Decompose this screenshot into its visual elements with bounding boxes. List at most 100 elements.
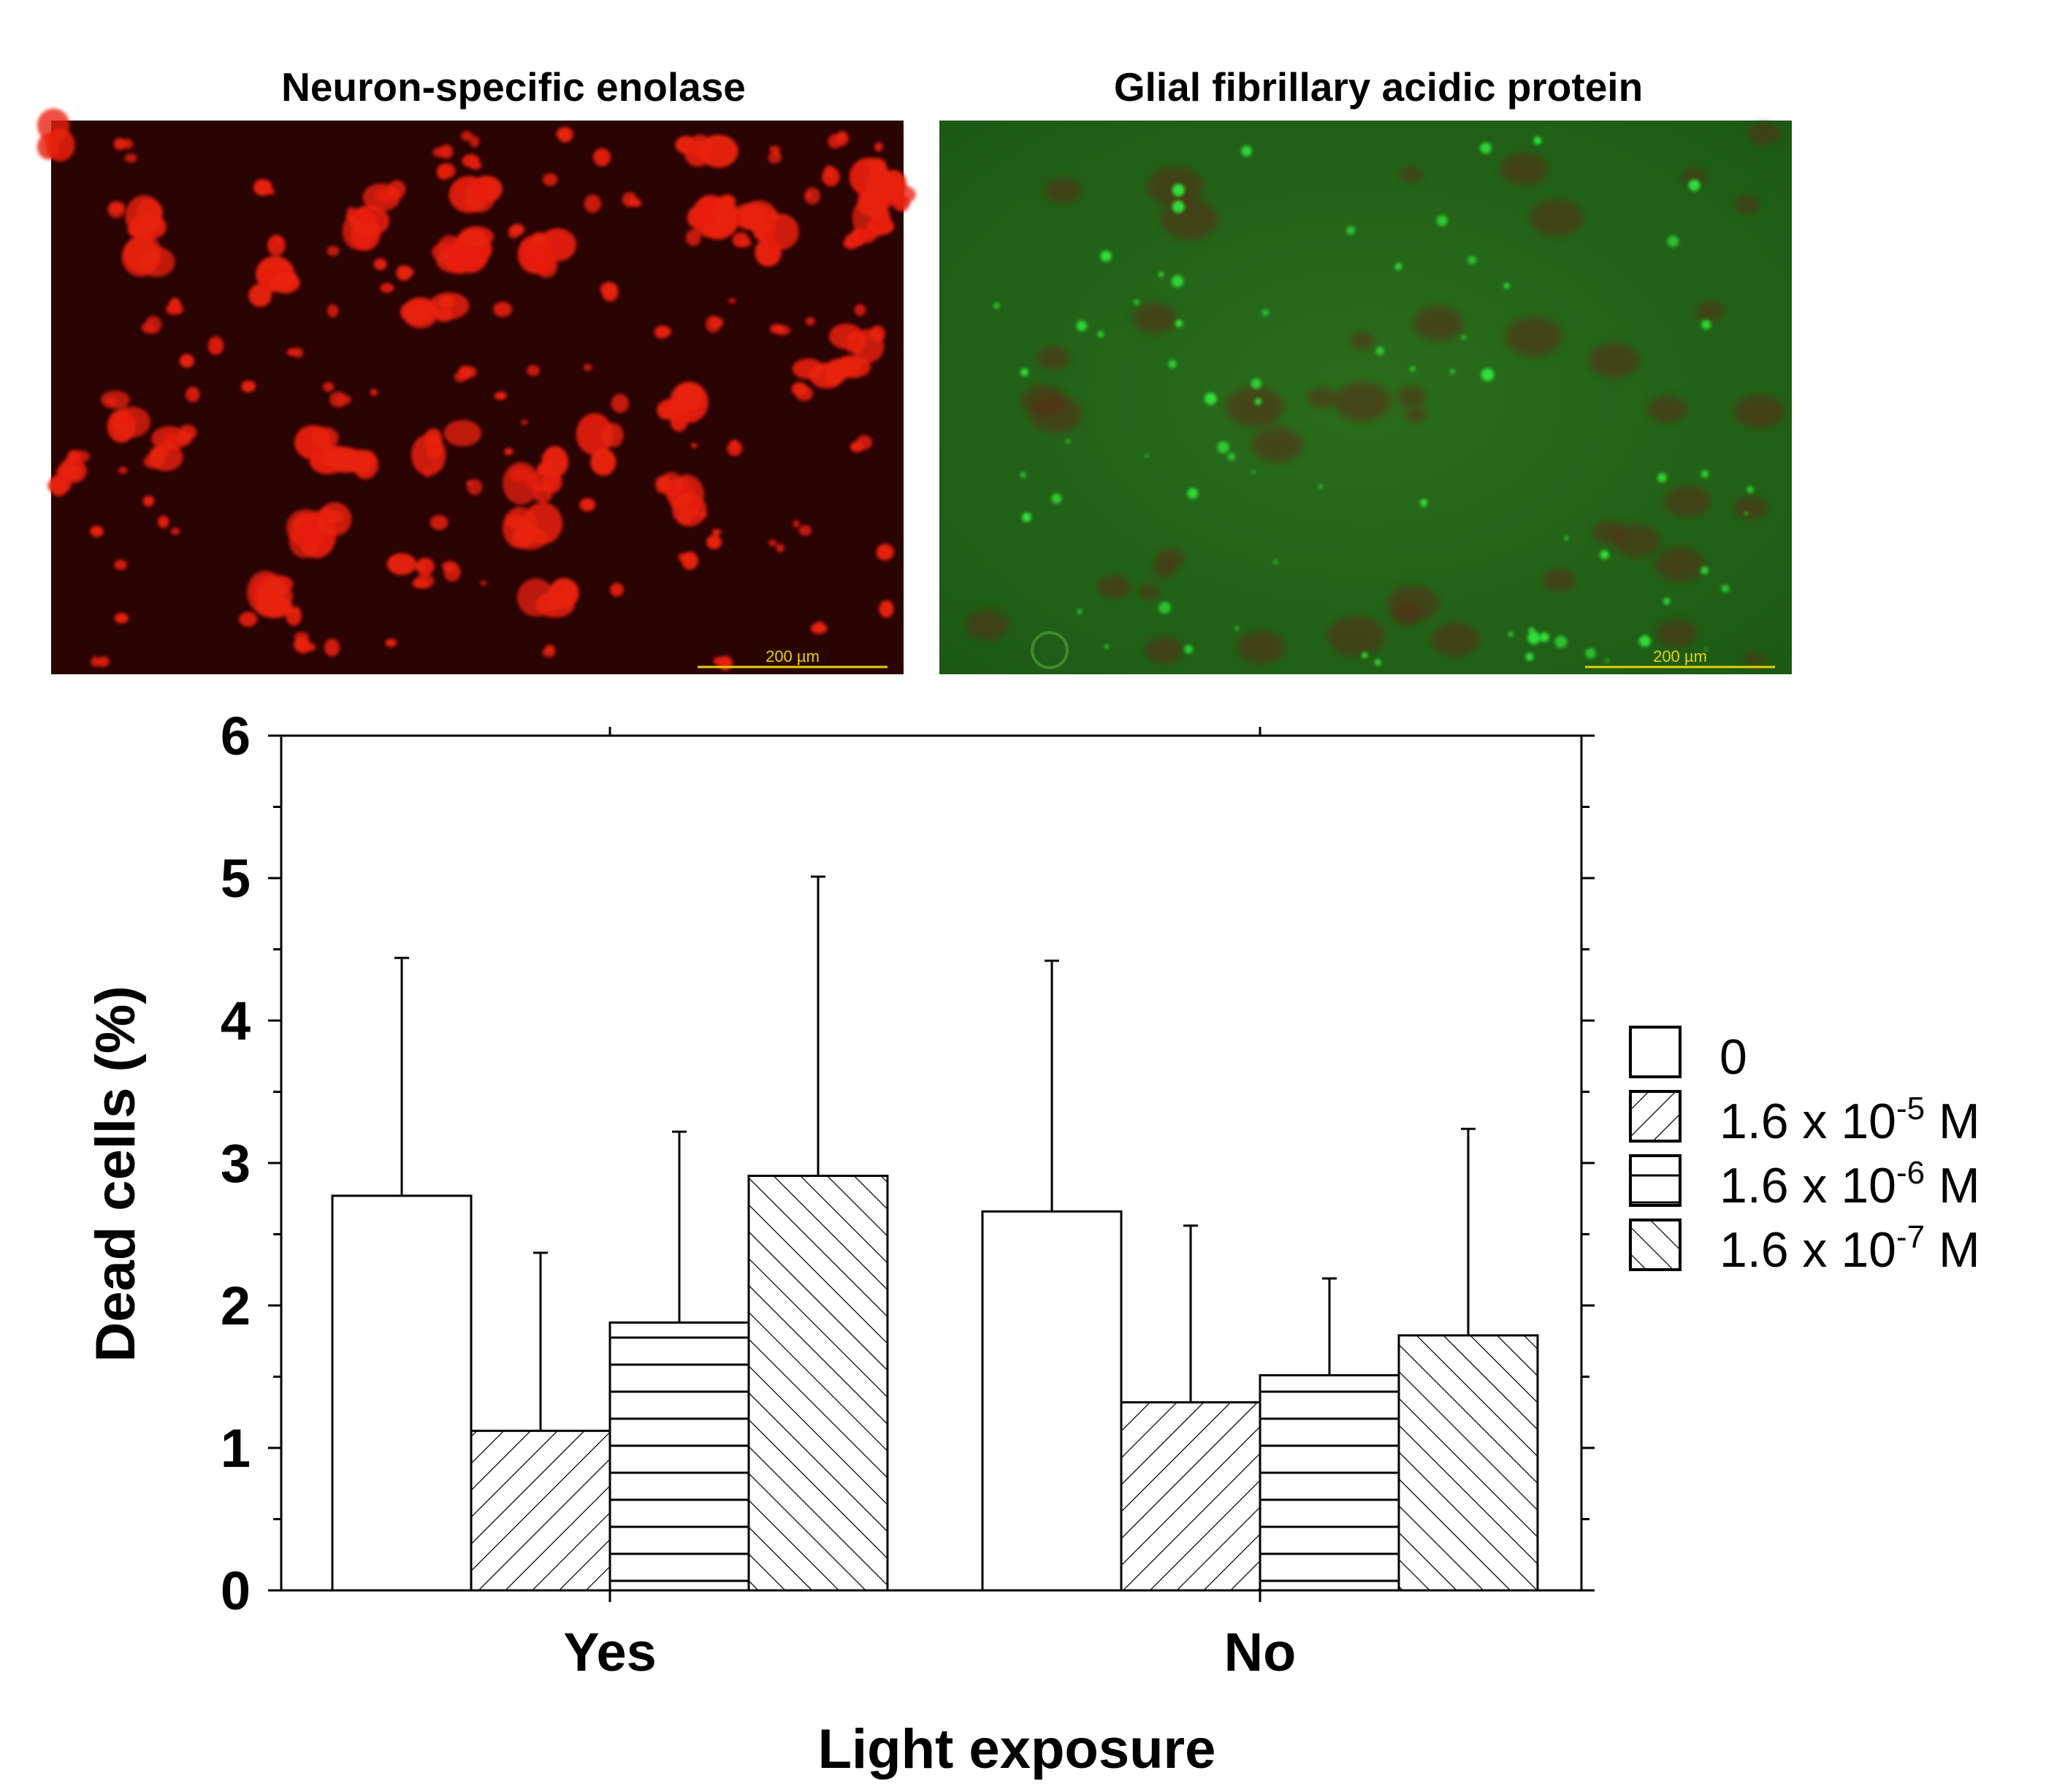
gfap-dark-cell bbox=[1237, 630, 1285, 664]
gfap-cell-dot bbox=[1701, 470, 1709, 478]
nse-cell-blob bbox=[121, 138, 134, 149]
gfap-dark-cell bbox=[1145, 636, 1183, 664]
bar bbox=[608, 1321, 750, 1592]
gfap-dark-cell bbox=[1654, 546, 1705, 582]
nse-cell-blob bbox=[858, 229, 876, 244]
nse-cell-blob bbox=[874, 142, 883, 152]
nse-cell-blob bbox=[579, 497, 596, 511]
gfap-cell-dot bbox=[1273, 560, 1278, 564]
nse-cell-blob bbox=[104, 397, 118, 406]
gfap-dark-cell bbox=[1387, 585, 1440, 622]
nse-cell-blob bbox=[516, 578, 555, 617]
nse-cell-blob bbox=[454, 371, 467, 383]
gfap-cell-dot bbox=[1217, 441, 1229, 454]
nse-cell-blob bbox=[543, 173, 558, 186]
gfap-cell-dot bbox=[1251, 470, 1256, 474]
nse-cell-blob bbox=[502, 506, 538, 549]
gfap-dark-cell bbox=[1045, 178, 1082, 204]
nse-cell-blob bbox=[608, 284, 617, 291]
gfap-cell-dot bbox=[1503, 283, 1510, 289]
y-tick-label: 5 bbox=[221, 848, 251, 909]
nse-cell-blob bbox=[584, 194, 601, 213]
panel-title-nse: Neuron-specific enolase bbox=[281, 64, 746, 110]
gfap-cell-dot bbox=[1701, 319, 1711, 329]
nse-cell-blob bbox=[446, 250, 473, 275]
gfap-cell-dot bbox=[1420, 499, 1428, 507]
gfap-dark-cell bbox=[1226, 386, 1285, 427]
nse-cell-blob bbox=[124, 153, 137, 163]
nse-cell-blob bbox=[698, 196, 718, 211]
gfap-cell-dot bbox=[1241, 145, 1252, 156]
gfap-dark-cell bbox=[1412, 305, 1463, 341]
nse-cell-blob bbox=[843, 237, 860, 250]
legend-swatch bbox=[1629, 1026, 1682, 1078]
nse-cell-blob bbox=[810, 622, 828, 634]
gfap-dark-cell bbox=[1431, 622, 1480, 657]
nse-cell-blob bbox=[893, 194, 910, 212]
nse-cell-blob bbox=[466, 480, 473, 486]
gfap-dark-cell bbox=[1530, 199, 1584, 237]
nse-cell-blob bbox=[97, 656, 110, 668]
gfap-cell-dot bbox=[1375, 346, 1384, 356]
gfap-cell-dot bbox=[1234, 626, 1239, 630]
gfap-cell-dot bbox=[1527, 631, 1541, 644]
nse-cell-blob bbox=[439, 163, 456, 179]
nse-cell-blob bbox=[690, 443, 698, 449]
legend-label: 1.6 x 10-7 M bbox=[1719, 1219, 1980, 1278]
gfap-cell-dot bbox=[1508, 631, 1514, 637]
y-tick-label: 2 bbox=[221, 1276, 251, 1336]
nse-cell-blob bbox=[207, 336, 224, 355]
legend-label: 1.6 x 10-5 M bbox=[1719, 1091, 1980, 1149]
nse-cell-blob bbox=[675, 135, 698, 154]
nse-cell-blob bbox=[179, 354, 194, 368]
gfap-cell-dot bbox=[1600, 550, 1609, 560]
nse-cell-blob bbox=[461, 131, 473, 141]
gfap-cell-dot bbox=[1701, 566, 1709, 575]
nse-cell-blob bbox=[698, 134, 738, 168]
nse-cell-blob bbox=[329, 391, 347, 408]
nse-cell-blob bbox=[401, 267, 414, 277]
bar bbox=[1259, 1374, 1400, 1592]
micrograph-panel-nse: Neuron-specific enolase 200 µm bbox=[37, 64, 916, 674]
nse-cell-blob bbox=[443, 419, 482, 446]
gfap-cell-dot bbox=[1066, 439, 1070, 443]
nse-cell-blob bbox=[850, 441, 864, 453]
nse-cell-blob bbox=[373, 258, 387, 270]
nse-cell-blob bbox=[241, 381, 255, 393]
gfap-cell-dot bbox=[1020, 368, 1028, 376]
nse-cell-blob bbox=[380, 283, 394, 293]
nse-cell-blob bbox=[876, 546, 890, 560]
gfap-cell-dot bbox=[1657, 473, 1667, 483]
nse-cell-blob bbox=[430, 514, 449, 530]
chart-x-categories: Yes No bbox=[563, 727, 1296, 1682]
nse-cell-blob bbox=[75, 450, 90, 462]
y-tick-label: 4 bbox=[221, 991, 251, 1051]
nse-cell-blob bbox=[239, 611, 258, 627]
nse-cell-blob bbox=[324, 638, 340, 657]
nse-cell-blob bbox=[107, 409, 136, 443]
gfap-dark-cell bbox=[1404, 406, 1428, 424]
gfap-cell-dot bbox=[1076, 320, 1088, 332]
nse-cell-blob bbox=[37, 108, 70, 142]
nse-cell-blob bbox=[327, 245, 340, 256]
gfap-cell-dot bbox=[1051, 493, 1062, 504]
gfap-cell-dot bbox=[1104, 644, 1109, 649]
nse-cell-blob bbox=[710, 317, 724, 328]
nse-cell-blob bbox=[504, 449, 512, 456]
nse-cell-blob bbox=[118, 467, 128, 474]
nse-cell-blob bbox=[869, 325, 885, 343]
nse-cell-blob bbox=[294, 631, 309, 642]
y-tick-label: 0 bbox=[221, 1560, 251, 1621]
nse-cell-blob bbox=[469, 135, 480, 148]
gfap-dark-cell bbox=[1734, 195, 1760, 213]
gfap-cell-dot bbox=[1171, 275, 1184, 288]
gfap-cell-dot bbox=[1100, 251, 1112, 262]
nse-cell-blob bbox=[854, 304, 866, 316]
nse-cell-blob bbox=[402, 297, 438, 329]
nse-cell-blob bbox=[385, 638, 397, 647]
nse-cell-blob bbox=[665, 478, 695, 508]
gfap-cell-dot bbox=[1374, 659, 1381, 666]
gfap-cell-dot bbox=[1318, 484, 1323, 489]
nse-cell-blob bbox=[494, 392, 507, 400]
